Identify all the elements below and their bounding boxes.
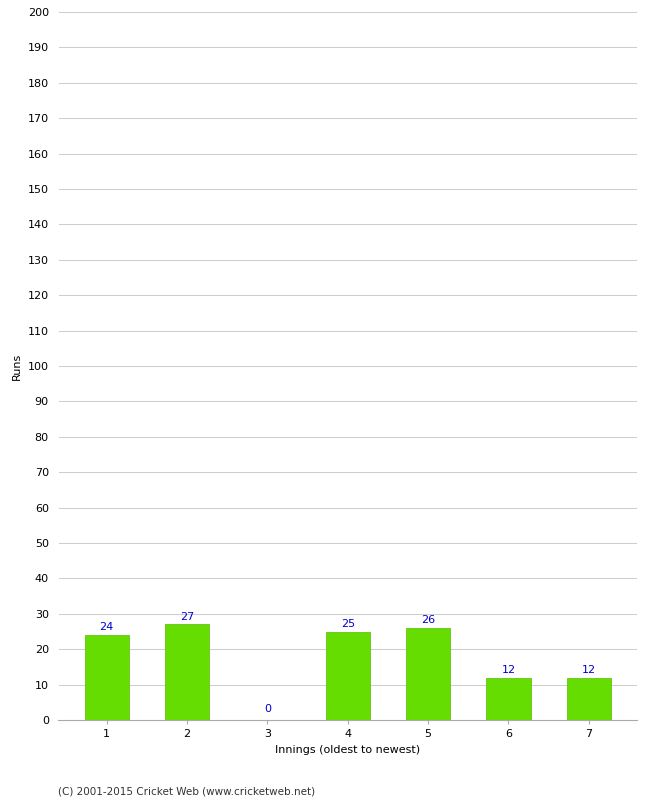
Text: (C) 2001-2015 Cricket Web (www.cricketweb.net): (C) 2001-2015 Cricket Web (www.cricketwe… <box>58 786 316 796</box>
Bar <box>567 678 611 720</box>
Text: 24: 24 <box>99 622 114 632</box>
Bar <box>406 628 450 720</box>
Bar <box>486 678 530 720</box>
Bar <box>84 635 129 720</box>
Y-axis label: Runs: Runs <box>12 352 22 380</box>
Text: 12: 12 <box>582 665 596 674</box>
Text: 26: 26 <box>421 615 435 625</box>
Text: 25: 25 <box>341 618 355 629</box>
Bar <box>326 631 370 720</box>
Text: 0: 0 <box>264 704 271 714</box>
Text: 12: 12 <box>501 665 515 674</box>
X-axis label: Innings (oldest to newest): Innings (oldest to newest) <box>275 745 421 754</box>
Text: 27: 27 <box>180 611 194 622</box>
Bar <box>165 625 209 720</box>
